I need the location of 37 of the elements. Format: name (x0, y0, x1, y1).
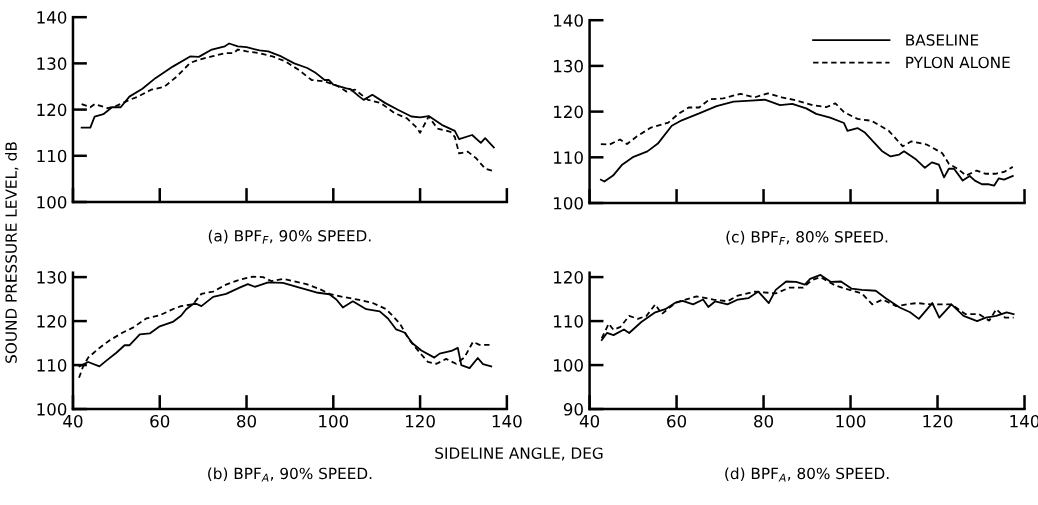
y-tick-label: 130 (37, 271, 67, 284)
y-tick-label: 100 (37, 403, 67, 416)
y-tick-label: 110 (554, 315, 583, 328)
y-tick-label: 100 (554, 359, 583, 372)
y-tick-label: 120 (37, 315, 67, 328)
x-tick-label: 40 (579, 414, 600, 428)
y-tick-label: 120 (37, 103, 67, 117)
x-tick-label: 60 (150, 414, 170, 428)
x-tick-label: 80 (237, 414, 257, 428)
x-tick-label: 80 (754, 414, 774, 428)
text: (b) BPF$_{A}$, 90% SPEED. (208, 467, 372, 482)
y-tick-label: 100 (37, 195, 67, 209)
legend-label: PYLON ALONE (906, 56, 1010, 69)
x-tick-label: 120 (923, 414, 953, 428)
y-tick-label: 110 (37, 149, 67, 163)
x-tick-label: 100 (836, 414, 866, 428)
y-tick-label: 90 (563, 403, 583, 416)
y-tick-label: 130 (37, 57, 67, 70)
y-tick-label: 140 (554, 14, 583, 27)
x-tick-label: 140 (492, 414, 522, 428)
x-tick-label: 40 (63, 414, 83, 428)
y-tick-label: 110 (37, 359, 67, 372)
text: (d) BPF$_{A}$, 80% SPEED. (725, 467, 889, 482)
x-tick-label: 100 (319, 414, 349, 428)
y-tick-label: 120 (554, 271, 583, 284)
legend-label: BASELINE (906, 34, 979, 46)
x-tick-label: 120 (406, 414, 435, 428)
y-tick-label: 130 (554, 59, 583, 73)
y-tick-label: 100 (554, 196, 583, 210)
y-tick-label: 140 (37, 11, 67, 24)
x-axis-title: SIDELINE ANGLE, DEG (435, 447, 603, 461)
x-tick-label: 60 (667, 414, 687, 428)
y-tick-label: 110 (554, 151, 583, 164)
y-tick-label: 120 (554, 105, 583, 119)
text: (a) BPF$_{F}$, 90% SPEED. (208, 229, 371, 244)
text: (c) BPF$_{F}$, 80% SPEED. (726, 230, 888, 245)
y-axis-title: SOUND PRESSURE LEVEL, dB (5, 142, 19, 363)
